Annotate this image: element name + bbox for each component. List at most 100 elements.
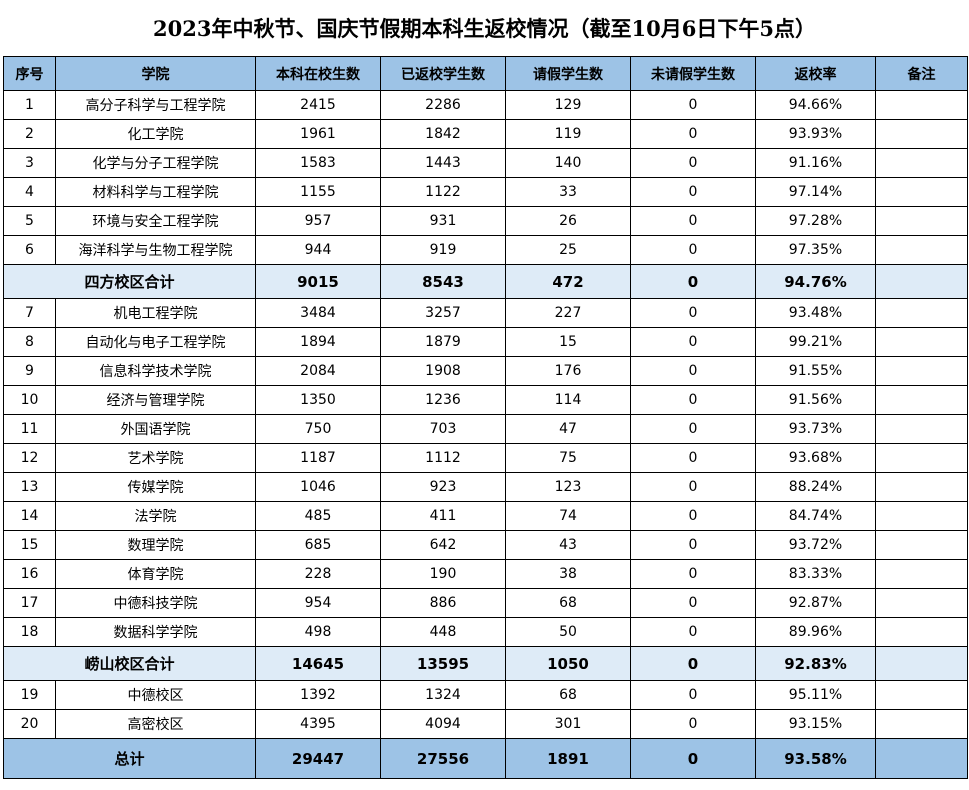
cell-index: 7 — [3, 298, 56, 328]
cell-return-rate: 91.55% — [755, 356, 876, 386]
cell-enrolled: 2084 — [255, 356, 381, 386]
table-row: 1 高分子科学与工程学院 2415 2286 129 0 94.66% — [3, 90, 968, 120]
cell-remarks — [875, 709, 968, 739]
cell-remarks — [875, 646, 968, 681]
cell-college: 自动化与电子工程学院 — [55, 327, 256, 357]
cell-no-leave: 0 — [630, 709, 756, 739]
cell-return-rate: 91.16% — [755, 148, 876, 178]
cell-on-leave: 15 — [505, 327, 631, 357]
cell-on-leave: 47 — [505, 414, 631, 444]
cell-index: 15 — [3, 530, 56, 560]
cell-returned: 8543 — [380, 264, 506, 299]
cell-college: 体育学院 — [55, 559, 256, 589]
cell-on-leave: 75 — [505, 443, 631, 473]
cell-enrolled: 957 — [255, 206, 381, 236]
cell-index: 6 — [3, 235, 56, 265]
table-row: 19 中德校区 1392 1324 68 0 95.11% — [3, 680, 968, 710]
cell-on-leave: 43 — [505, 530, 631, 560]
cell-no-leave: 0 — [630, 235, 756, 265]
table-row: 17 中德科技学院 954 886 68 0 92.87% — [3, 588, 968, 618]
cell-enrolled: 485 — [255, 501, 381, 531]
cell-returned: 919 — [380, 235, 506, 265]
cell-returned: 703 — [380, 414, 506, 444]
cell-returned: 923 — [380, 472, 506, 502]
cell-enrolled: 14645 — [255, 646, 381, 681]
header-row: 序号 学院 本科在校生数 已返校学生数 请假学生数 未请假学生数 返校率 备注 — [3, 56, 968, 91]
cell-return-rate: 88.24% — [755, 472, 876, 502]
cell-enrolled: 498 — [255, 617, 381, 647]
cell-returned: 886 — [380, 588, 506, 618]
header-college: 学院 — [55, 56, 256, 91]
cell-no-leave: 0 — [630, 119, 756, 149]
table-row: 5 环境与安全工程学院 957 931 26 0 97.28% — [3, 206, 968, 236]
cell-enrolled: 1392 — [255, 680, 381, 710]
cell-on-leave: 140 — [505, 148, 631, 178]
cell-enrolled: 1583 — [255, 148, 381, 178]
cell-on-leave: 26 — [505, 206, 631, 236]
cell-remarks — [875, 501, 968, 531]
cell-index: 20 — [3, 709, 56, 739]
cell-return-rate: 93.72% — [755, 530, 876, 560]
cell-no-leave: 0 — [630, 501, 756, 531]
table-row: 7 机电工程学院 3484 3257 227 0 93.48% — [3, 298, 968, 328]
header-index: 序号 — [3, 56, 56, 91]
cell-enrolled: 1894 — [255, 327, 381, 357]
cell-remarks — [875, 559, 968, 589]
cell-college: 环境与安全工程学院 — [55, 206, 256, 236]
cell-remarks — [875, 443, 968, 473]
cell-return-rate: 99.21% — [755, 327, 876, 357]
cell-college: 传媒学院 — [55, 472, 256, 502]
cell-college: 外国语学院 — [55, 414, 256, 444]
cell-on-leave: 129 — [505, 90, 631, 120]
cell-return-rate: 92.87% — [755, 588, 876, 618]
header-remarks: 备注 — [875, 56, 968, 91]
cell-college: 中德科技学院 — [55, 588, 256, 618]
cell-no-leave: 0 — [630, 356, 756, 386]
cell-return-rate: 93.93% — [755, 119, 876, 149]
cell-no-leave: 0 — [630, 327, 756, 357]
cell-enrolled: 1187 — [255, 443, 381, 473]
cell-college: 中德校区 — [55, 680, 256, 710]
cell-on-leave: 301 — [505, 709, 631, 739]
cell-remarks — [875, 356, 968, 386]
cell-on-leave: 25 — [505, 235, 631, 265]
cell-index: 2 — [3, 119, 56, 149]
cell-return-rate: 95.11% — [755, 680, 876, 710]
cell-no-leave: 0 — [630, 148, 756, 178]
cell-no-leave: 0 — [630, 646, 756, 681]
cell-return-rate: 97.14% — [755, 177, 876, 207]
cell-enrolled: 1046 — [255, 472, 381, 502]
cell-returned: 411 — [380, 501, 506, 531]
cell-no-leave: 0 — [630, 90, 756, 120]
table-row: 14 法学院 485 411 74 0 84.74% — [3, 501, 968, 531]
cell-on-leave: 68 — [505, 588, 631, 618]
cell-index: 8 — [3, 327, 56, 357]
table-row: 3 化学与分子工程学院 1583 1443 140 0 91.16% — [3, 148, 968, 178]
summary-label: 崂山校区合计 — [3, 646, 256, 681]
cell-index: 5 — [3, 206, 56, 236]
cell-return-rate: 94.76% — [755, 264, 876, 299]
cell-college: 海洋科学与生物工程学院 — [55, 235, 256, 265]
header-no-leave: 未请假学生数 — [630, 56, 756, 91]
cell-return-rate: 84.74% — [755, 501, 876, 531]
cell-return-rate: 93.73% — [755, 414, 876, 444]
cell-return-rate: 97.28% — [755, 206, 876, 236]
cell-return-rate: 93.68% — [755, 443, 876, 473]
cell-index: 11 — [3, 414, 56, 444]
cell-college: 材料科学与工程学院 — [55, 177, 256, 207]
cell-on-leave: 119 — [505, 119, 631, 149]
cell-remarks — [875, 298, 968, 328]
cell-enrolled: 29447 — [255, 738, 381, 779]
cell-college: 高分子科学与工程学院 — [55, 90, 256, 120]
cell-on-leave: 33 — [505, 177, 631, 207]
cell-no-leave: 0 — [630, 298, 756, 328]
cell-returned: 4094 — [380, 709, 506, 739]
cell-enrolled: 228 — [255, 559, 381, 589]
cell-no-leave: 0 — [630, 414, 756, 444]
table-row: 4 材料科学与工程学院 1155 1122 33 0 97.14% — [3, 177, 968, 207]
cell-on-leave: 38 — [505, 559, 631, 589]
cell-enrolled: 3484 — [255, 298, 381, 328]
table-row: 10 经济与管理学院 1350 1236 114 0 91.56% — [3, 385, 968, 415]
cell-college: 艺术学院 — [55, 443, 256, 473]
cell-no-leave: 0 — [630, 738, 756, 779]
